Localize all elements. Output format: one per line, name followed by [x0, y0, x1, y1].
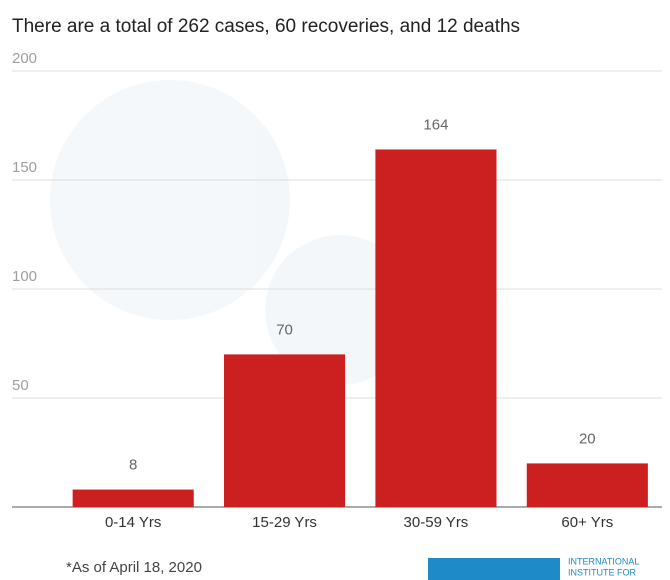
logo-text: INSTITUTE FOR	[568, 567, 636, 577]
data-label: 8	[129, 457, 137, 474]
logo-mark	[428, 558, 560, 580]
logo-text: INTERNATIONAL	[568, 556, 639, 566]
data-label: 164	[423, 116, 448, 133]
data-label: 70	[276, 321, 293, 338]
y-tick-label: 100	[12, 268, 37, 285]
x-tick-label: 30-59 Yrs	[404, 514, 469, 531]
bar	[72, 489, 194, 507]
background-virus	[50, 80, 415, 385]
y-tick-label: 150	[12, 159, 37, 176]
x-tick-label: 60+ Yrs	[561, 514, 613, 531]
y-tick-label: 200	[12, 50, 37, 67]
footnote: *As of April 18, 2020	[66, 559, 202, 576]
bar	[526, 463, 648, 507]
logo: INTERNATIONAL INSTITUTE FOR	[428, 556, 639, 580]
data-label: 20	[579, 430, 596, 447]
x-tick-label: 0-14 Yrs	[105, 514, 161, 531]
bar	[224, 354, 346, 507]
x-tick-label: 15-29 Yrs	[252, 514, 317, 531]
y-tick-label: 50	[12, 377, 29, 394]
chart-subtitle: There are a total of 262 cases, 60 recov…	[12, 16, 520, 37]
bar	[375, 149, 497, 508]
